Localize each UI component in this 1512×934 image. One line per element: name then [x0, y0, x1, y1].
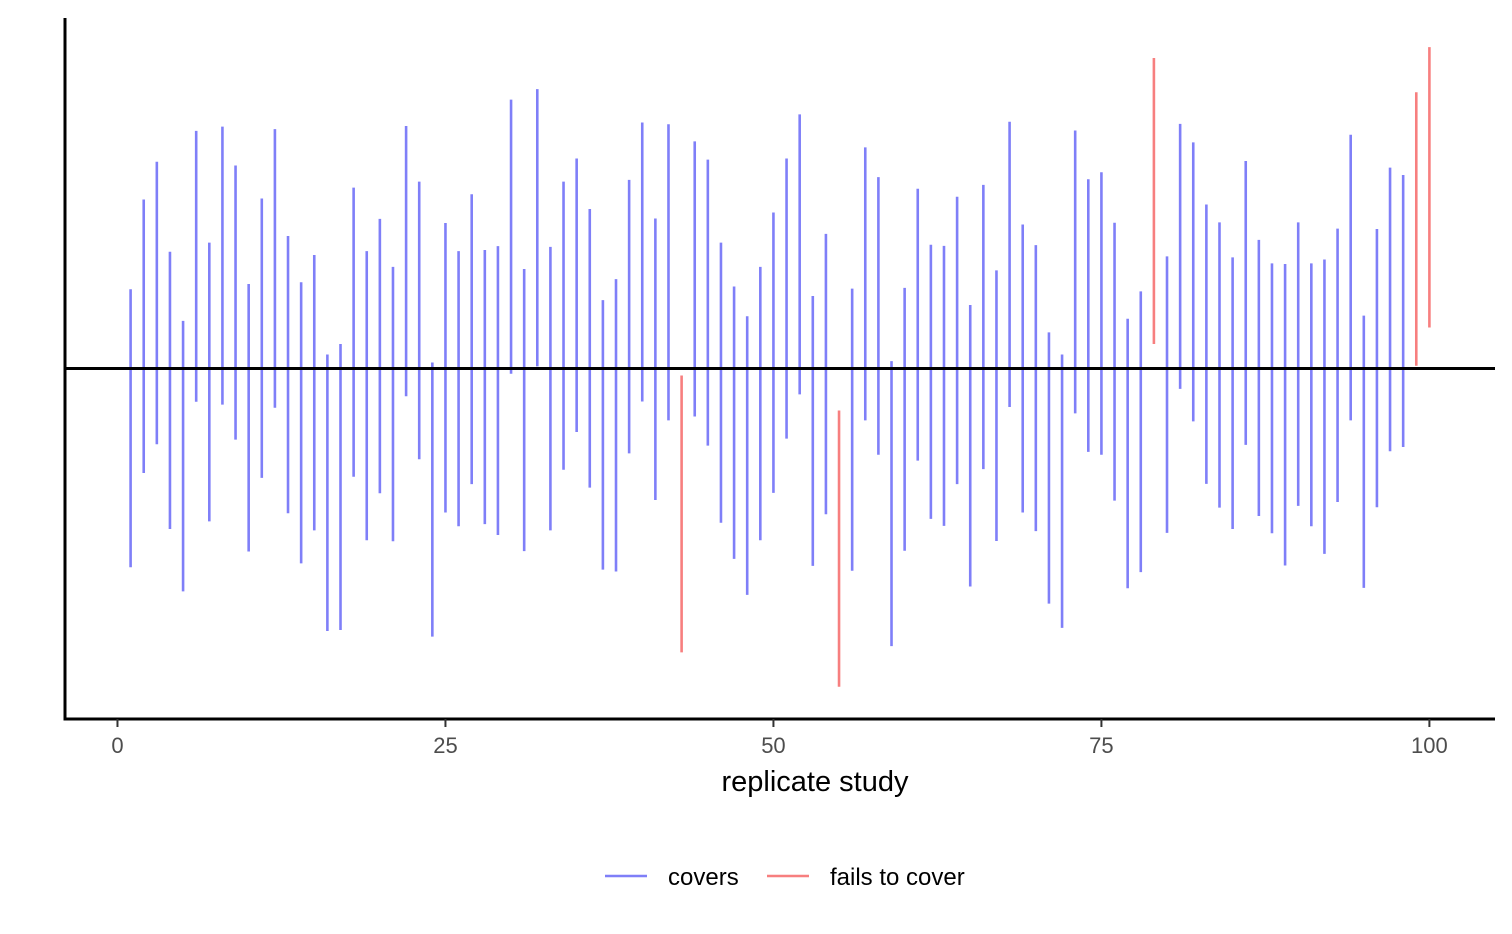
x-tick-label: 0 [111, 733, 123, 758]
x-tick-label: 75 [1089, 733, 1113, 758]
x-axis-title: replicate study [722, 766, 909, 798]
x-tick-label: 50 [761, 733, 785, 758]
interval-layer [129, 47, 1431, 687]
legend: covers fails to cover [605, 864, 965, 891]
legend-label-covers: covers [668, 864, 739, 891]
x-axis-ticks: 0 25 50 75 100 [111, 719, 1448, 758]
x-tick-label: 25 [433, 733, 457, 758]
x-tick-label: 100 [1411, 733, 1448, 758]
legend-label-fails: fails to cover [830, 864, 965, 891]
